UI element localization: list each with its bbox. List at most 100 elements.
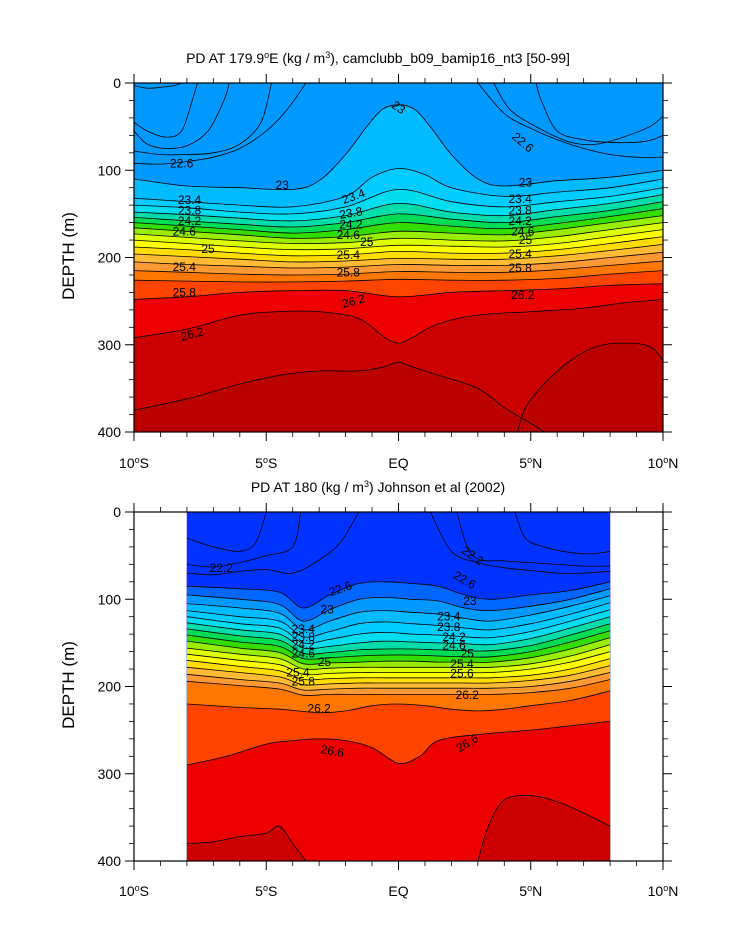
contour-label: 23.8 — [178, 203, 202, 217]
y-tick-label: 300 — [98, 337, 122, 353]
contour-line-25 — [186, 651, 611, 676]
contour-labels: 22.2 22.222.6 22.6232323.423.824.224.62525… — [210, 543, 487, 760]
x-tick-label: 5oS — [255, 883, 277, 899]
x-tick-label: 10oN — [648, 455, 679, 471]
contour-line-25.8 — [134, 270, 663, 283]
x-tick-label: EQ — [388, 455, 408, 471]
contour-label: 23.4 — [508, 192, 532, 206]
contour-lines — [186, 512, 611, 861]
y-tick-label: 0 — [113, 75, 121, 91]
x-tick-label: 10oN — [648, 883, 679, 899]
contour-label: 26.6 — [320, 742, 346, 760]
contour-label: 23 — [463, 594, 477, 608]
y-tick-label: 0 — [113, 504, 121, 520]
contour-label: 23 — [275, 178, 289, 192]
plot-area-top: 22.6232322.62323.423.824.224.62525.425.8… — [134, 83, 663, 432]
contour-line-24 — [186, 616, 611, 650]
x-tick-label: 5oS — [255, 455, 277, 471]
contour-label: 25 — [318, 655, 332, 669]
contour-label: 25.4 — [286, 666, 310, 680]
contour-line-23.2 — [134, 104, 663, 191]
contour-line-24.4 — [186, 630, 611, 660]
y-tick-label: 100 — [98, 591, 122, 607]
contour-line-23 — [186, 581, 611, 609]
contour-label: 25.8 — [337, 265, 361, 279]
contour-label: 25.4 — [450, 657, 474, 671]
contour-line-22.2 — [186, 512, 301, 568]
contour-line-26.6 — [186, 721, 611, 766]
contour-line-23.4 — [134, 168, 663, 208]
x-tick-label: 5oN — [519, 883, 542, 899]
contour-line-24.6 — [186, 637, 611, 665]
contour-line-27-right — [517, 342, 663, 432]
contour-line-24.2 — [186, 623, 611, 655]
contour-line-22.6-right — [429, 512, 611, 574]
y-axis-label-top: DEPTH (m) — [59, 212, 78, 300]
contour-label: 26.2 — [179, 324, 205, 344]
contour-label: 23 — [320, 603, 334, 617]
contour-fills — [134, 83, 663, 432]
contour-label: 25.4 — [337, 248, 361, 262]
fill-level-27-right — [517, 343, 663, 432]
contour-line-22.2-right — [535, 83, 663, 144]
contour-label: 24.2 — [442, 630, 466, 644]
y-tick-label: 200 — [98, 679, 122, 695]
contour-line-23.6 — [134, 187, 663, 215]
contour-label: 23.8 — [338, 204, 364, 222]
y-tick-label: 200 — [98, 250, 122, 266]
contour-line-22.6 — [134, 83, 272, 156]
contour-line-23.8 — [134, 194, 663, 222]
contour-label: 25.8 — [173, 285, 197, 299]
contour-label: 25 — [519, 233, 533, 247]
x-tick-label: 10oS — [119, 455, 149, 471]
contour-line-27 — [134, 361, 545, 432]
contour-line-25.2 — [134, 244, 663, 263]
contour-label: 24.2 — [178, 214, 202, 228]
contour-line-24 — [134, 201, 663, 228]
contour-line-23.2 — [186, 588, 611, 622]
axes-bottom: 0 100 200 300 400 10oS 5oS EQ 5oN 10oN — [98, 503, 679, 899]
contour-label: 26.2 — [340, 291, 366, 311]
contour-label: 23.8 — [508, 203, 532, 217]
contour-label: 25 — [360, 235, 374, 249]
contour-line-25.4 — [186, 665, 611, 686]
contour-label: 25.4 — [173, 260, 197, 274]
y-axis-label-bottom: DEPTH (m) — [59, 641, 78, 729]
fill-level-27-right — [477, 795, 611, 861]
contour-label: 23.4 — [178, 193, 202, 207]
panel-bottom: PD AT 180 (kg / m3) Johnson et al (2002)… — [59, 479, 678, 899]
contour-line-25.6 — [186, 672, 611, 691]
contour-line-22.6 — [186, 512, 360, 576]
contour-line-25.2 — [186, 658, 611, 681]
contour-labels: 22.6232322.62323.423.824.224.62525.425.8… — [170, 98, 537, 344]
panel-top: PD AT 179.9oE (kg / m3), camclubb_b09_ba… — [59, 50, 678, 471]
contour-line-23.8 — [186, 609, 611, 644]
contour-label: 25.8 — [508, 261, 532, 275]
contour-line-25 — [134, 236, 663, 257]
y-tick-label: 100 — [98, 162, 122, 178]
contour-line-25.4 — [134, 251, 663, 269]
plot-area-bottom: 22.2 22.222.6 22.6232323.423.824.224.62525… — [186, 512, 611, 861]
contour-line-26.2 — [186, 690, 611, 714]
y-tick-label: 300 — [98, 766, 122, 782]
y-tick-label: 400 — [98, 853, 122, 869]
contour-line-21.8 — [186, 512, 267, 552]
contour-line-24.8 — [134, 229, 663, 251]
contour-label: 23.4 — [292, 622, 316, 636]
contour-line-27-right — [477, 795, 611, 861]
x-tick-label: 10oS — [119, 883, 149, 899]
chart-title-bottom: PD AT 180 (kg / m3) Johnson et al (2002) — [251, 479, 505, 495]
contour-label: 24.2 — [292, 638, 316, 652]
contour-line-23 — [134, 83, 307, 165]
contour-line-23.6 — [186, 602, 611, 638]
contour-line-24.4 — [134, 215, 663, 239]
chart-title-top: PD AT 179.9oE (kg / m3), camclubb_b09_ba… — [186, 50, 570, 66]
contour-label: 24.6 — [173, 224, 197, 238]
contour-line-21.4 — [134, 83, 182, 89]
x-tick-label: EQ — [388, 883, 408, 899]
contour-label: 26.2 — [511, 288, 535, 302]
contour-label: 25.8 — [292, 674, 316, 688]
contour-label: 24.6 — [511, 224, 535, 238]
contour-line-23.4 — [186, 595, 611, 631]
